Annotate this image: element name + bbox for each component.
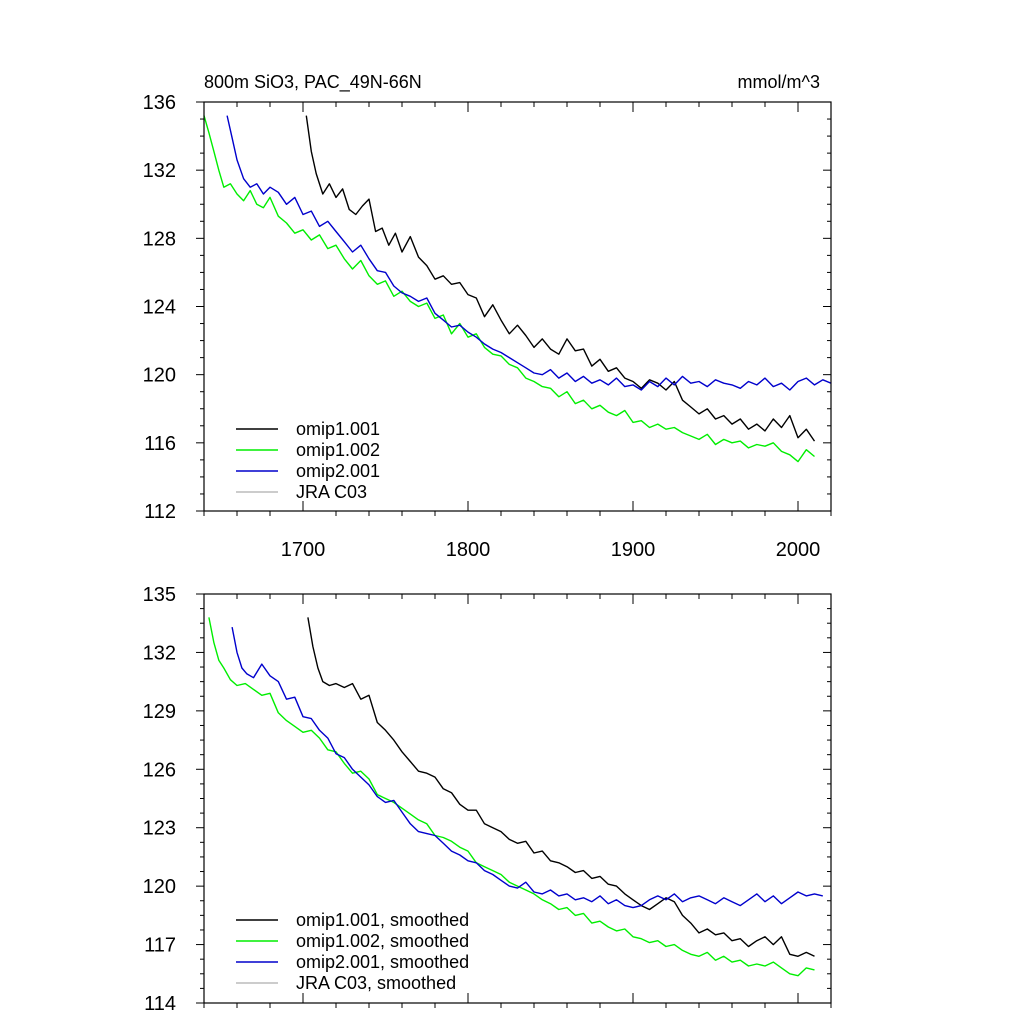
- units-label: mmol/m^3: [738, 72, 820, 92]
- y-tick-label: 117: [144, 935, 176, 957]
- series-line-omip1-001: [305, 115, 816, 442]
- y-tick-label: 112: [144, 501, 176, 523]
- legend-entry: omip1.001: [236, 419, 380, 439]
- series-line-omip2-001-smoothed: [231, 626, 823, 909]
- legend-label: omip2.001: [296, 461, 380, 481]
- x-tick-label: 2000: [776, 539, 821, 561]
- series-layer: [203, 115, 832, 463]
- series-line-omip2-001: [226, 115, 832, 391]
- y-tick-label: 132: [143, 642, 176, 664]
- y-tick-label: 123: [143, 818, 176, 840]
- legend-label: omip1.002: [296, 440, 380, 460]
- legend-entry: JRA C03: [236, 482, 367, 502]
- series-line-omip1-001-smoothed: [307, 617, 815, 957]
- y-tick-label: 120: [143, 876, 176, 898]
- legend-label: JRA C03: [296, 482, 367, 502]
- y-tick-label: 126: [143, 759, 176, 781]
- y-tick-label: 124: [143, 297, 176, 319]
- legend-entry: JRA C03, smoothed: [236, 973, 456, 993]
- legend-label: omip1.002, smoothed: [296, 931, 469, 951]
- legend-entry: omip1.002, smoothed: [236, 931, 469, 951]
- y-tick-label: 120: [143, 365, 176, 387]
- legend-entry: omip1.002: [236, 440, 380, 460]
- legend-label: omip1.001: [296, 419, 380, 439]
- legend-label: omip2.001, smoothed: [296, 952, 469, 972]
- legend-label: JRA C03, smoothed: [296, 973, 456, 993]
- legend: omip1.001, smoothed omip1.002, smoothed …: [236, 910, 469, 993]
- series-layer: [208, 617, 823, 977]
- y-tick-label: 132: [143, 160, 176, 182]
- bottom-panel: 114 117 120 123 126 129 132 135 omip1.001, smoo…: [143, 584, 832, 1015]
- x-tick-label: 1800: [446, 539, 491, 561]
- y-tick-label: 116: [144, 433, 176, 455]
- y-tick-label: 135: [143, 584, 176, 606]
- legend-entry: omip2.001: [236, 461, 380, 481]
- tick-layer: 114 117 120 123 126 129 132 135: [143, 584, 832, 1015]
- y-tick-label: 128: [143, 228, 176, 250]
- y-tick-label: 129: [143, 701, 176, 723]
- panel-title: 800m SiO3, PAC_49N-66N: [204, 72, 422, 93]
- legend-label: omip1.001, smoothed: [296, 910, 469, 930]
- plot-frame: [203, 101, 832, 512]
- series-line-omip1-002: [203, 115, 815, 463]
- y-tick-label: 136: [143, 92, 176, 114]
- tick-layer: 1700 1800 1900 2000 112 116 120 124 128 132 136: [143, 92, 832, 561]
- series-line-omip1-002-smoothed: [208, 617, 815, 977]
- legend-entry: omip1.001, smoothed: [236, 910, 469, 930]
- plot-frame: [203, 593, 832, 1004]
- x-tick-label: 1700: [281, 539, 326, 561]
- legend: omip1.001 omip1.002 omip2.001 JRA C03: [236, 419, 380, 502]
- y-tick-label: 114: [144, 993, 176, 1015]
- top-panel: 800m SiO3, PAC_49N-66N mmol/m^3 1700 1800…: [143, 72, 832, 561]
- x-tick-label: 1900: [611, 539, 656, 561]
- legend-entry: omip2.001, smoothed: [236, 952, 469, 972]
